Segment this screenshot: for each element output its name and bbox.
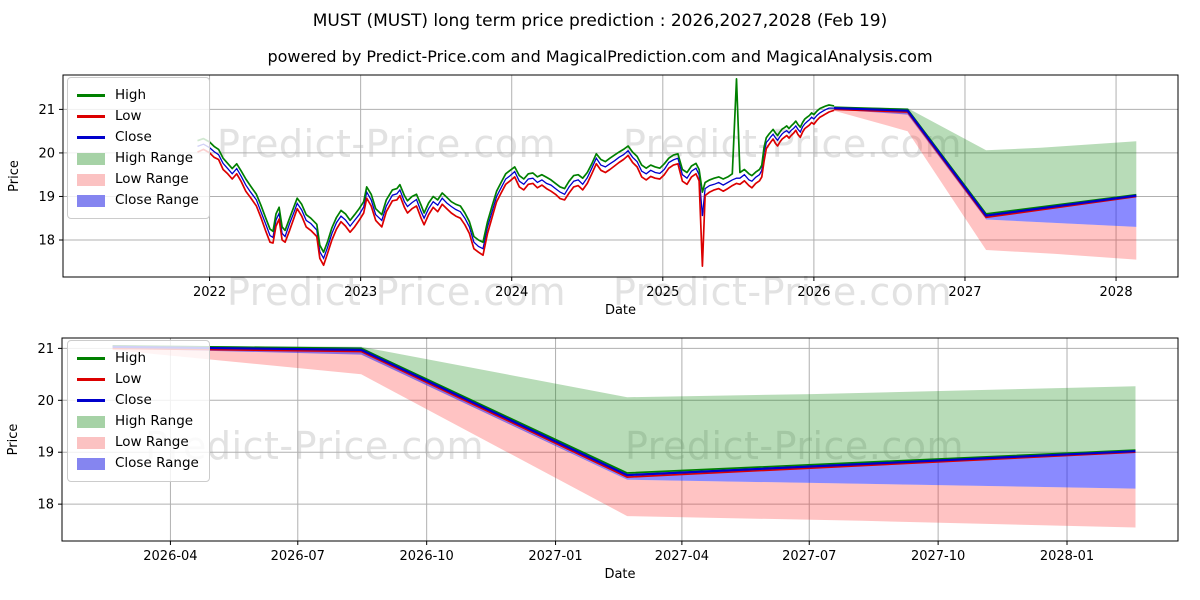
x-tick-label: 2028 [1100,285,1133,300]
high-line-history [197,78,835,254]
prediction-bands [834,106,1137,260]
high-range-band [834,107,1137,216]
legend-label: Close Range [115,191,199,208]
x-tick-label: 2026-10 [400,549,454,564]
prediction-bands [112,345,1136,528]
legend-line-swatch [77,136,105,139]
x-tick-label: 2025 [646,285,679,300]
low-line-prediction [112,347,1136,478]
y-tick-label: 21 [37,342,54,357]
legend-item-low: Low [77,106,199,127]
y-tick-label: 20 [37,394,54,409]
low-line-history [197,109,835,267]
x-tick-label: 2022 [193,285,226,300]
x-tick-label: 2026 [797,285,830,300]
prediction-series [112,344,1136,478]
high-line-prediction [112,344,1136,474]
legend-label: Close Range [115,454,199,471]
legend-line-swatch [77,378,105,381]
overview-chart: 2022 2023 2024 2025 2026 2027 2028 18 19 20 21 Date… [7,74,1179,318]
close-line-history [197,107,835,260]
y-tick-label: 18 [38,233,55,248]
history-series [197,78,835,267]
legend-label: High [115,349,147,366]
legend-patch-swatch [77,173,105,186]
x-axis-label: Date [604,567,635,582]
chart-subtitle: powered by Predict-Price.com and Magical… [267,47,933,66]
legend-line-swatch [77,399,105,402]
legend-item-close-range: Close Range [77,190,199,211]
legend-label: High Range [115,412,194,429]
legend-item-low-range: Low Range [77,432,199,453]
high-range-band [112,345,1136,476]
low-range-band [112,348,1136,528]
x-tick-label: 2024 [495,285,528,300]
x-tick-label: 2027-10 [911,549,965,564]
close-range-band [834,106,1137,227]
legend-item-high-range: High Range [77,411,199,432]
legend-patch-swatch [77,152,105,165]
y-axis-label: Price [7,160,22,192]
axes: 2022 2023 2024 2025 2026 2027 2028 18 19 20 21 Date… [7,103,1133,318]
legend-item-close-range: Close Range [77,453,199,474]
x-tick-label: 2027-01 [528,549,582,564]
legend-label: High [115,86,147,103]
x-tick-label: 2023 [344,285,377,300]
legend-item-low-range: Low Range [77,169,199,190]
x-tick-label: 2027 [948,285,981,300]
y-tick-label: 18 [37,498,54,513]
y-tick-label: 21 [38,103,55,118]
legend-item-high: High [77,348,199,369]
legend-overview: High Low Close High Range Low Range Close Ran… [67,77,210,219]
legend-line-swatch [77,357,105,360]
chart-title: MUST (MUST) long term price prediction :… [312,11,888,31]
axes: 2026-04 2026-07 2026-10 2027-01 2027-04 2027-… [6,342,1094,582]
x-tick-label: 2027-04 [655,549,709,564]
legend-item-high: High [77,85,199,106]
legend-line-swatch [77,115,105,118]
plot-border [61,337,1179,542]
legend-patch-swatch [77,194,105,207]
close-range-band [112,345,1136,489]
legend-item-low: Low [77,369,199,390]
x-axis-label: Date [605,303,636,318]
x-tick-label: 2028-01 [1040,549,1094,564]
y-tick-label: 20 [38,146,55,161]
watermark-text: Predict-Price.com [217,122,557,166]
legend-label: Close [115,391,152,408]
legend-item-close: Close [77,127,199,148]
legend-label: Low [115,107,142,124]
legend-forecast: High Low Close High Range Low Range Close Ran… [67,340,210,482]
x-tick-label: 2026-04 [143,549,197,564]
close-line-prediction [834,107,1137,217]
x-tick-label: 2026-07 [271,549,325,564]
legend-label: Low Range [115,433,189,450]
prediction-series [834,106,1137,219]
legend-label: Low Range [115,170,189,187]
legend-label: High Range [115,149,194,166]
low-range-band [834,109,1137,260]
legend-patch-swatch [77,457,105,470]
legend-patch-swatch [77,436,105,449]
y-axis-label: Price [6,424,21,456]
x-tick-label: 2027-07 [782,549,836,564]
plot-border [62,74,1179,278]
legend-label: Close [115,128,152,145]
legend-item-high-range: High Range [77,148,199,169]
legend-patch-swatch [77,415,105,428]
y-tick-label: 19 [38,190,55,205]
legend-line-swatch [77,94,105,97]
y-tick-label: 19 [37,446,54,461]
legend-item-close: Close [77,390,199,411]
close-line-prediction [112,345,1136,477]
legend-label: Low [115,370,142,387]
